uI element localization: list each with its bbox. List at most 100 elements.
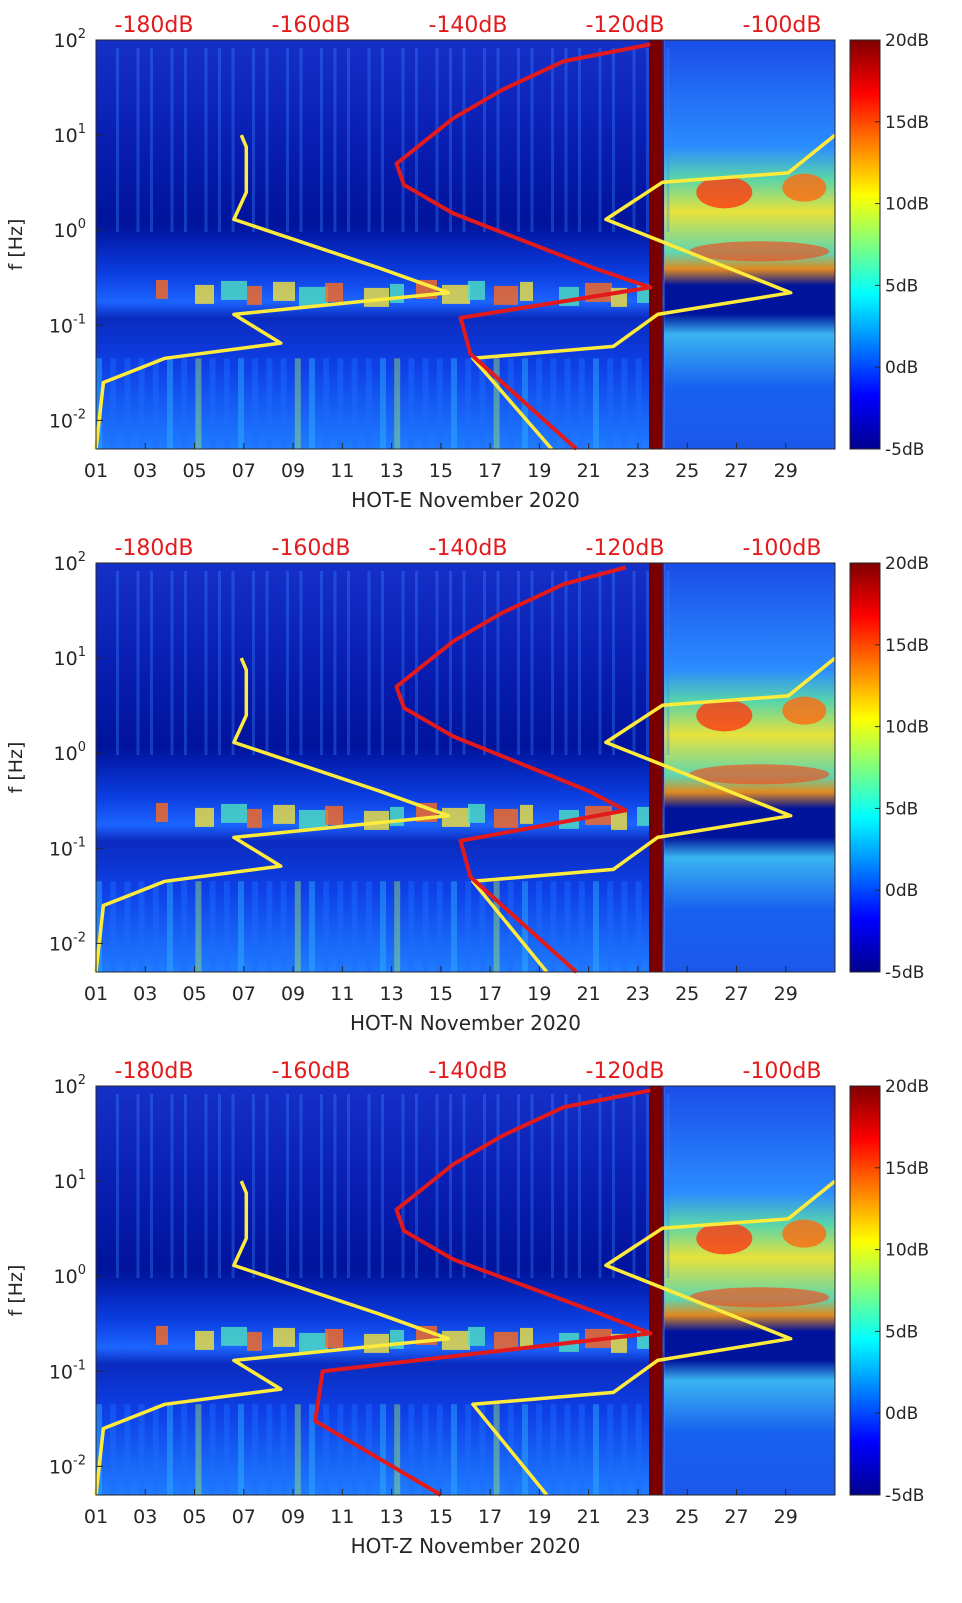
x-tick-label: 09: [281, 983, 305, 1005]
striation: [150, 48, 153, 233]
striation: [646, 48, 649, 233]
colorbar-label: -5dB: [885, 440, 924, 460]
band-blob: [221, 280, 247, 300]
warm-blob: [689, 764, 830, 785]
colorbar: [849, 1085, 881, 1496]
striation: [204, 48, 208, 233]
striation: [435, 571, 439, 756]
series-line: [94, 657, 451, 973]
colorbar-label: 10dB: [885, 718, 929, 738]
striation: [252, 48, 255, 233]
colorbar-label: -5dB: [885, 963, 924, 983]
low-column: [110, 881, 117, 972]
striation: [347, 48, 350, 233]
low-column: [408, 1404, 415, 1495]
low-column: [479, 881, 486, 972]
striation: [551, 571, 554, 756]
band-blob: [325, 805, 343, 825]
low-column: [209, 358, 216, 449]
y-tick-label: 10-2: [49, 407, 86, 432]
low-column: [564, 1404, 571, 1495]
low-column: [422, 1404, 429, 1495]
low-column: [96, 358, 102, 449]
colorbar-label: 5dB: [885, 799, 918, 819]
low-column: [380, 1404, 386, 1495]
low-column: [266, 358, 273, 449]
y-tick-label: 101: [54, 645, 86, 670]
colorbar-label: 5dB: [885, 276, 918, 296]
top-axis-label: -180dB: [115, 1059, 194, 1084]
low-column: [351, 881, 358, 972]
low-column: [536, 881, 543, 972]
band-blob: [299, 286, 328, 306]
band-blob: [195, 807, 214, 827]
band-blob: [325, 282, 343, 302]
band-blob: [273, 281, 295, 301]
low-column: [337, 1404, 344, 1495]
low-column: [365, 1404, 372, 1495]
x-tick-label: 07: [232, 460, 256, 482]
y-axis-label: f [Hz]: [5, 1265, 27, 1317]
low-column: [578, 1404, 585, 1495]
low-column: [550, 881, 557, 972]
low-column: [394, 1404, 401, 1495]
low-column: [536, 358, 543, 449]
low-column: [238, 881, 244, 972]
low-column: [138, 1404, 145, 1495]
low-column: [294, 881, 301, 972]
low-column: [323, 358, 330, 449]
band-blob: [247, 1331, 262, 1351]
low-column: [238, 1404, 244, 1495]
low-column: [479, 358, 486, 449]
top-axis-label: -140dB: [429, 536, 508, 561]
series-line: [471, 133, 837, 451]
striation: [612, 48, 615, 233]
colorbar: [849, 562, 881, 973]
band-blob: [442, 284, 470, 304]
low-column: [323, 1404, 330, 1495]
striation: [299, 1094, 303, 1279]
x-tick-label: 13: [380, 1506, 404, 1528]
low-column: [181, 1404, 188, 1495]
striation: [347, 571, 350, 756]
striation: [449, 1094, 452, 1279]
x-tick-label: 01: [84, 1506, 108, 1528]
top-axis-label: -160dB: [272, 536, 351, 561]
y-tick-label: 10-1: [49, 835, 86, 860]
low-column: [380, 358, 386, 449]
warm-blob: [696, 1222, 753, 1255]
top-axis-label: -100dB: [743, 13, 822, 38]
plot-frame: [95, 1085, 836, 1496]
low-column: [209, 881, 216, 972]
x-tick-label: 03: [133, 1506, 157, 1528]
striation: [184, 48, 187, 233]
y-axis-label: f [Hz]: [5, 219, 27, 271]
low-column: [436, 1404, 443, 1495]
top-axis-label: -160dB: [272, 13, 351, 38]
low-column: [436, 358, 443, 449]
striation: [517, 1094, 520, 1279]
striation: [496, 48, 500, 233]
striation: [632, 1094, 636, 1279]
colorbar-label: 15dB: [885, 113, 929, 133]
low-column: [493, 881, 500, 972]
x-tick-label: 05: [182, 983, 206, 1005]
x-tick-label: 29: [774, 983, 798, 1005]
y-tick-label: 100: [54, 740, 86, 765]
band-blob: [442, 1330, 470, 1350]
x-tick-label: 17: [478, 1506, 502, 1528]
low-column: [280, 1404, 287, 1495]
band-blob: [195, 284, 214, 304]
low-column: [110, 358, 117, 449]
striation: [646, 571, 649, 756]
x-tick-label: 29: [774, 460, 798, 482]
striation: [517, 571, 520, 756]
low-column: [294, 1404, 301, 1495]
band-blob: [156, 279, 168, 299]
x-tick-label: 11: [330, 983, 354, 1005]
striation: [150, 1094, 153, 1279]
band-blob: [195, 1330, 214, 1350]
low-column: [280, 881, 287, 972]
gap-bar: [649, 40, 663, 449]
